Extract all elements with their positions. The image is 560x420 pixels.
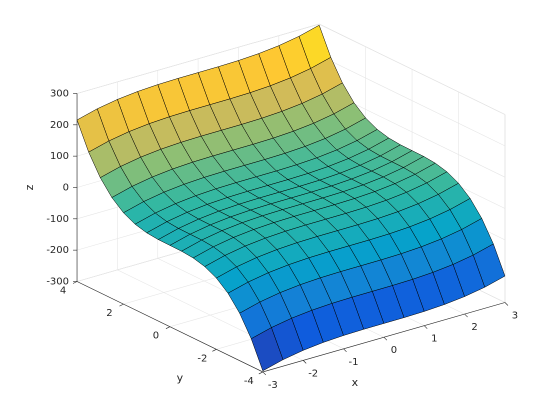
z-tick-label: -200 — [46, 245, 69, 256]
z-tick-label: 200 — [50, 120, 69, 131]
grid-line — [319, 23, 506, 115]
x-tick — [424, 325, 428, 329]
y-tick — [119, 303, 124, 307]
grid-line — [76, 23, 320, 94]
y-tick — [258, 371, 263, 375]
y-tick-label: 2 — [106, 308, 112, 319]
z-tick-label: -300 — [46, 276, 69, 287]
x-tick-label: 0 — [391, 345, 397, 356]
x-tick-label: -2 — [308, 368, 318, 379]
x-tick — [464, 313, 468, 318]
x-tick — [504, 302, 509, 306]
surface — [76, 24, 506, 372]
y-tick-label: -2 — [197, 353, 207, 364]
y-tick-label: -4 — [244, 376, 254, 387]
x-tick-label: 1 — [431, 334, 437, 345]
surface-face — [227, 281, 261, 314]
z-axis-label: z — [23, 184, 36, 190]
x-tick-label: 3 — [512, 311, 518, 322]
x-tick-label: -3 — [268, 380, 278, 391]
y-tick — [165, 326, 171, 329]
x-tick — [302, 360, 307, 364]
y-tick — [212, 349, 217, 352]
y-axis-label: y — [177, 372, 184, 385]
z-tick-label: 300 — [50, 88, 69, 99]
z-tick-label: -100 — [46, 214, 69, 225]
x-axis-label: x — [352, 376, 359, 389]
y-tick-label: 4 — [60, 285, 66, 296]
x-tick — [343, 348, 347, 352]
y-tick — [72, 281, 78, 284]
grid-line — [319, 55, 506, 147]
x-tick — [262, 371, 267, 376]
x-tick-label: 2 — [471, 322, 477, 333]
z-tick-label: 0 — [63, 182, 69, 193]
x-tick — [383, 337, 388, 341]
x-tick-label: -1 — [349, 357, 359, 368]
surface-face — [76, 108, 110, 153]
y-tick-label: 0 — [153, 331, 159, 342]
axis-labels: -3 -2 -1 0 1 2 3 -4 -2 0 2 4-300 -200 -100 0 100 200 300 x… — [23, 88, 518, 390]
z-tick-label: 100 — [50, 151, 69, 162]
